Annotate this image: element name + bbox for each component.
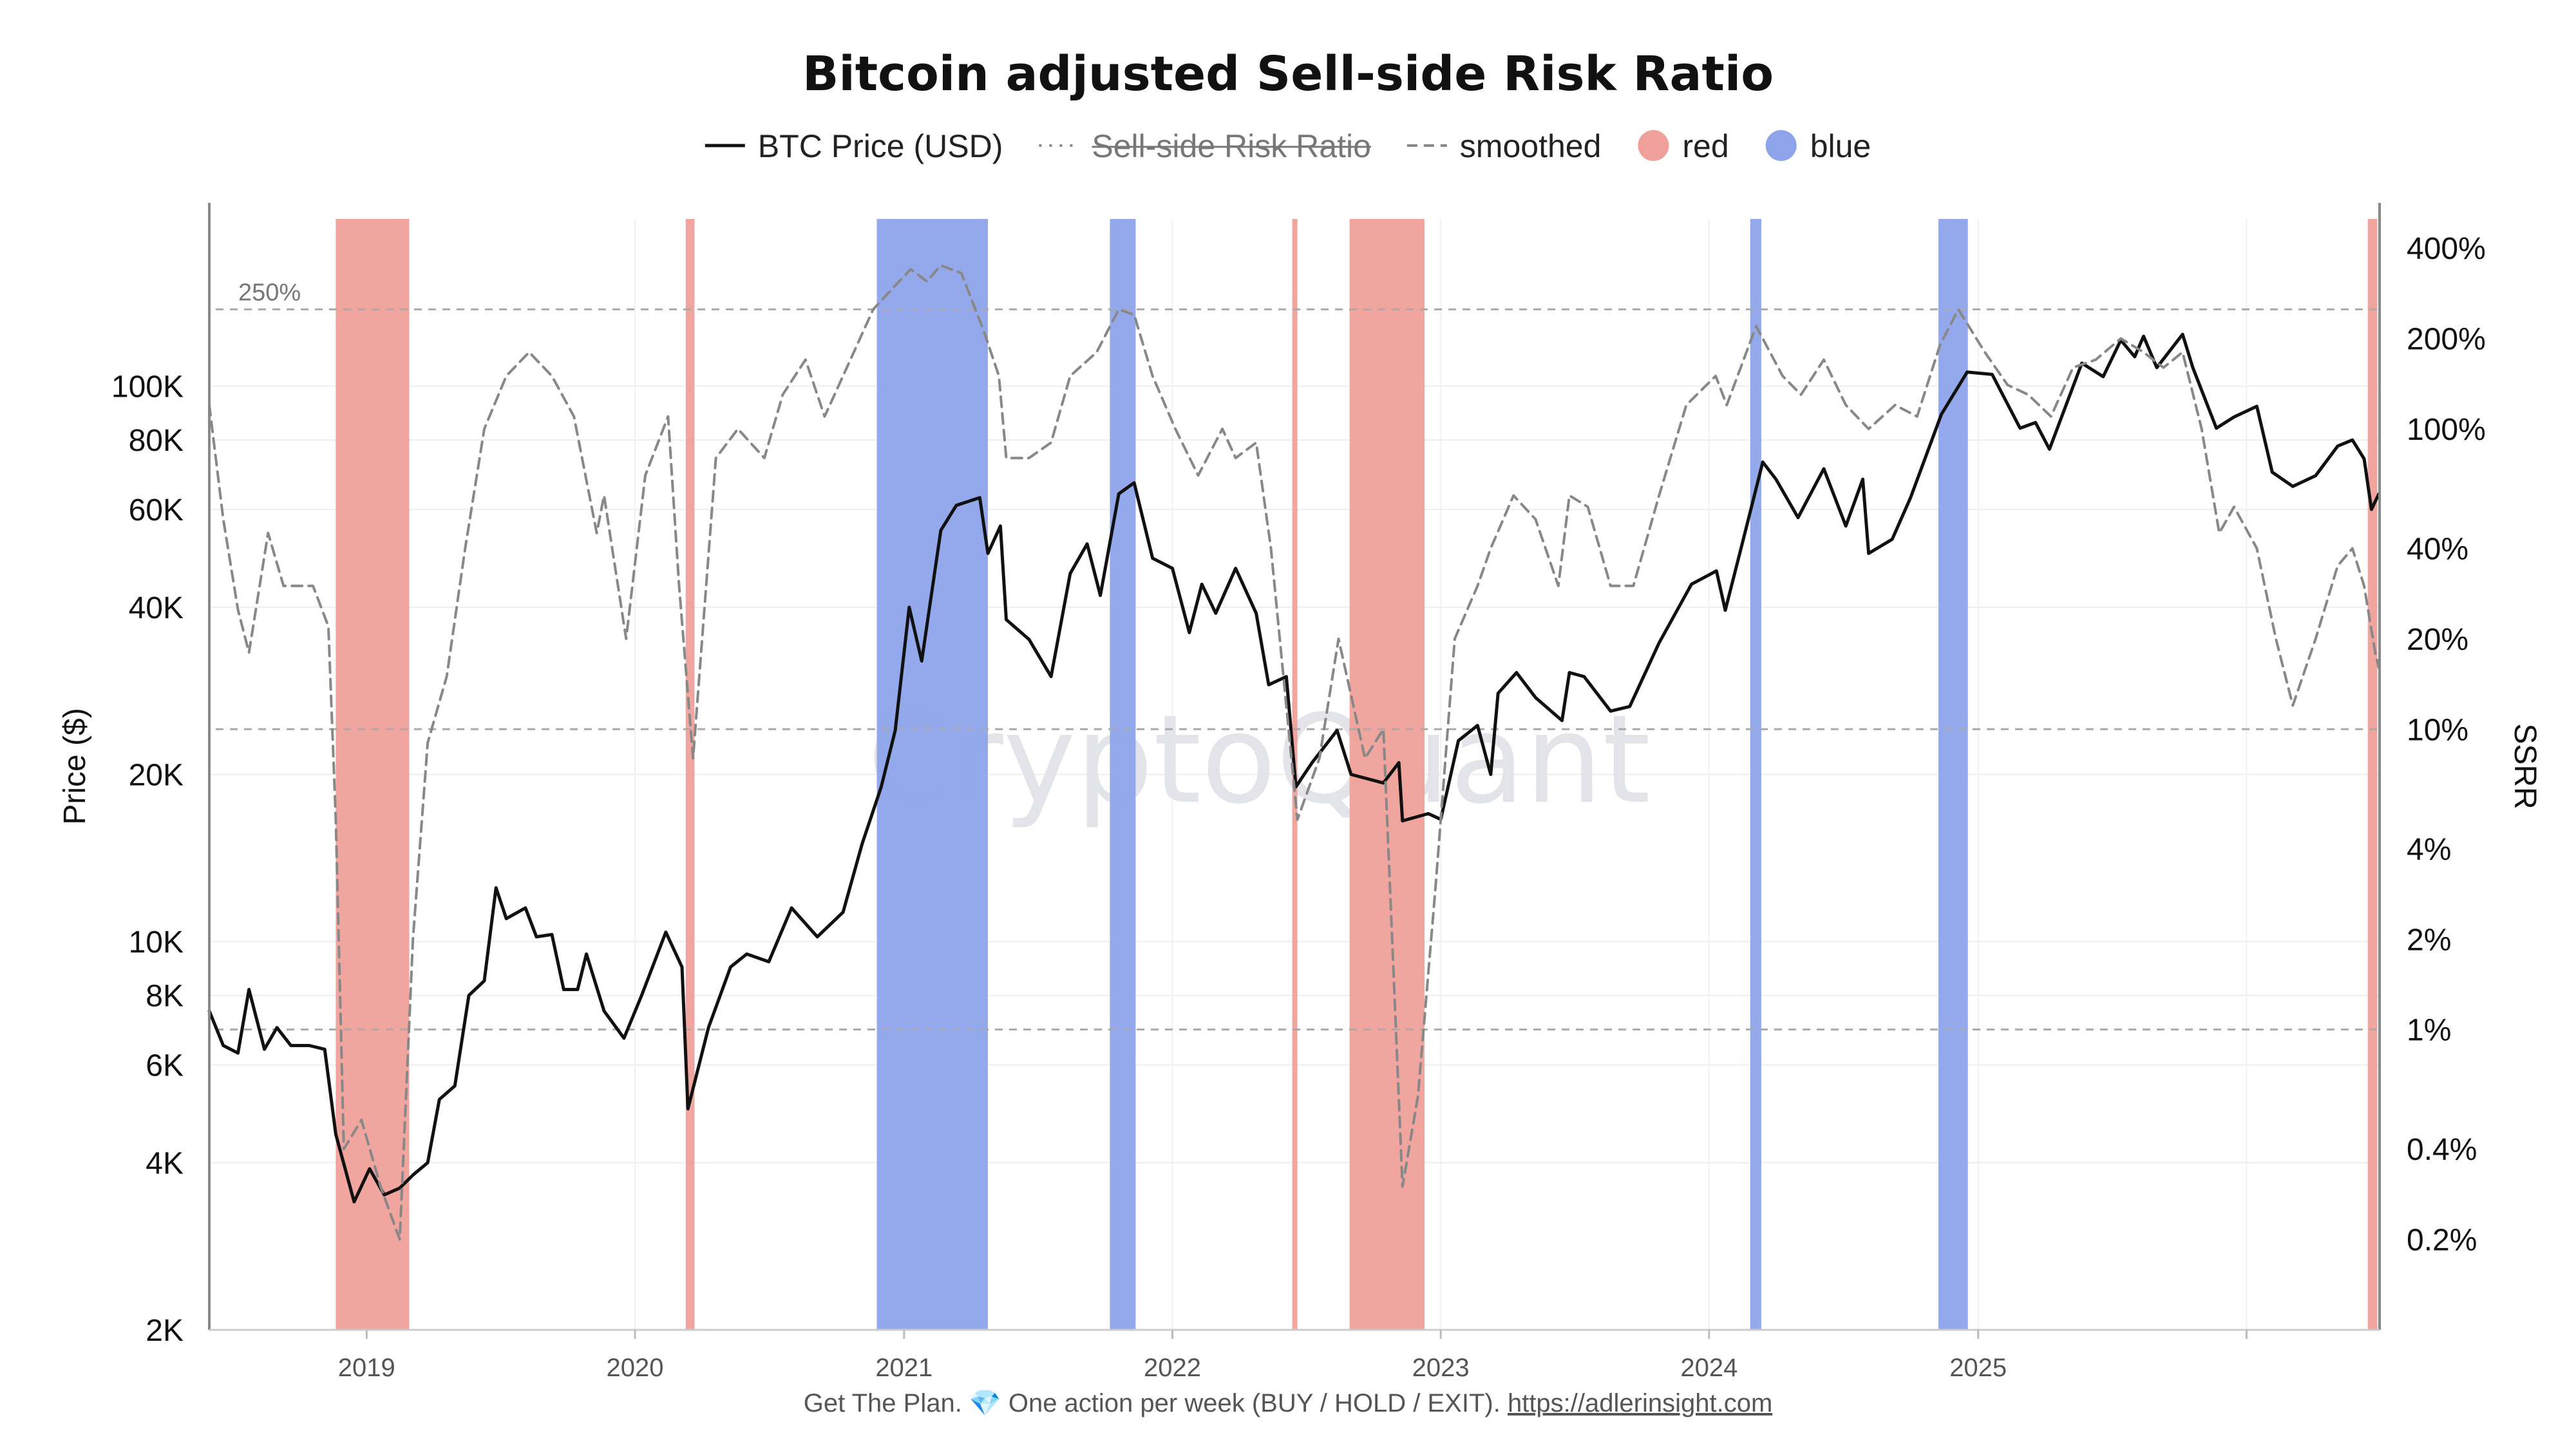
x-tick-label: 2024 <box>1680 1354 1738 1382</box>
watermark: CryptoQuant <box>867 688 1651 831</box>
y-axis-left-title: Price ($) <box>58 708 92 824</box>
y-left-tick-label: 40K <box>129 591 184 625</box>
legend-item-btc-price-usd: BTC Price (USD) <box>705 128 1003 164</box>
footer: Get The Plan. 💎 One action per week (BUY… <box>804 1389 1773 1417</box>
band-blue <box>876 219 988 1330</box>
y-left-tick-label: 2K <box>146 1314 184 1348</box>
legend-item-red: red <box>1638 128 1729 164</box>
y-right-tick-label: 1% <box>2407 1014 2451 1048</box>
x-tick-label: 2022 <box>1144 1354 1201 1382</box>
series-line-btc-price-usd <box>207 332 2381 1204</box>
y-right-tick-label: 100% <box>2407 413 2486 447</box>
legend: BTC Price (USD) Sell-side Risk Ratio smoot… <box>705 128 1871 164</box>
series-layer <box>207 264 2381 1241</box>
y-axis-right-title: SSRR <box>2508 723 2542 809</box>
legend-label: blue <box>1810 128 1871 164</box>
legend-item-sell-side-risk-ratio: Sell-side Risk Ratio <box>1039 128 1371 164</box>
band-red <box>1349 219 1425 1330</box>
x-tick-label: 2020 <box>606 1354 663 1382</box>
y-left-tick-label: 80K <box>129 424 184 458</box>
legend-swatch-dot <box>1765 130 1797 161</box>
legend-label: BTC Price (USD) <box>758 128 1003 164</box>
y-right-tick-label: 40% <box>2407 533 2468 567</box>
x-tick-label: 2021 <box>875 1354 933 1382</box>
band-red <box>2367 219 2378 1330</box>
y-right-tick-label: 0.4% <box>2407 1133 2477 1167</box>
y-right-tick-label: 2% <box>2407 923 2451 957</box>
footer-text: Get The Plan. 💎 One action per week (BUY… <box>804 1389 1501 1417</box>
y-right-tick-label: 4% <box>2407 833 2451 867</box>
series-line-smoothed <box>208 264 2380 1241</box>
legend-label: smoothed <box>1460 128 1602 164</box>
y-left-tick-label: 20K <box>129 759 184 793</box>
x-tick-label: 2019 <box>338 1354 395 1382</box>
legend-item-blue: blue <box>1765 128 1871 164</box>
legend-item-smoothed: smoothed <box>1406 128 1602 164</box>
y-right-tick-label: 10% <box>2407 713 2468 747</box>
footer-link[interactable]: https://adlerinsight.com <box>1508 1389 1772 1417</box>
x-tick-label: 2023 <box>1412 1354 1470 1382</box>
y-left-tick-label: 4K <box>146 1146 184 1180</box>
band-blue <box>1110 219 1136 1330</box>
y-left-tick-label: 8K <box>146 980 184 1014</box>
axes: 2K 4K 6K 8K 10K 20K 40K 60K 80K 100K 0.2% 0.4% 1% 2% 4… <box>111 203 2486 1382</box>
y-right-tick-label: 200% <box>2407 323 2486 357</box>
y-left-tick-label: 6K <box>146 1048 184 1083</box>
reference-lines: 250% <box>216 279 2380 1031</box>
legend-label: red <box>1682 128 1728 164</box>
band-red <box>336 219 410 1330</box>
band-blue <box>1750 219 1761 1330</box>
y-right-tick-label: 400% <box>2407 232 2486 266</box>
y-right-tick-label: 20% <box>2407 623 2468 657</box>
y-left-tick-label: 10K <box>129 925 184 960</box>
y-left-tick-label: 60K <box>129 493 184 527</box>
y-left-tick-label: 100K <box>111 370 184 404</box>
reference-line-label: 250% <box>238 279 301 306</box>
band-blue <box>1938 219 1968 1330</box>
chart-title: Bitcoin adjusted Sell-side Risk Ratio <box>802 46 1774 102</box>
x-tick-label: 2025 <box>1949 1354 2007 1382</box>
band-red <box>685 219 695 1330</box>
legend-swatch-dot <box>1638 130 1669 161</box>
y-right-tick-label: 0.2% <box>2407 1224 2477 1258</box>
